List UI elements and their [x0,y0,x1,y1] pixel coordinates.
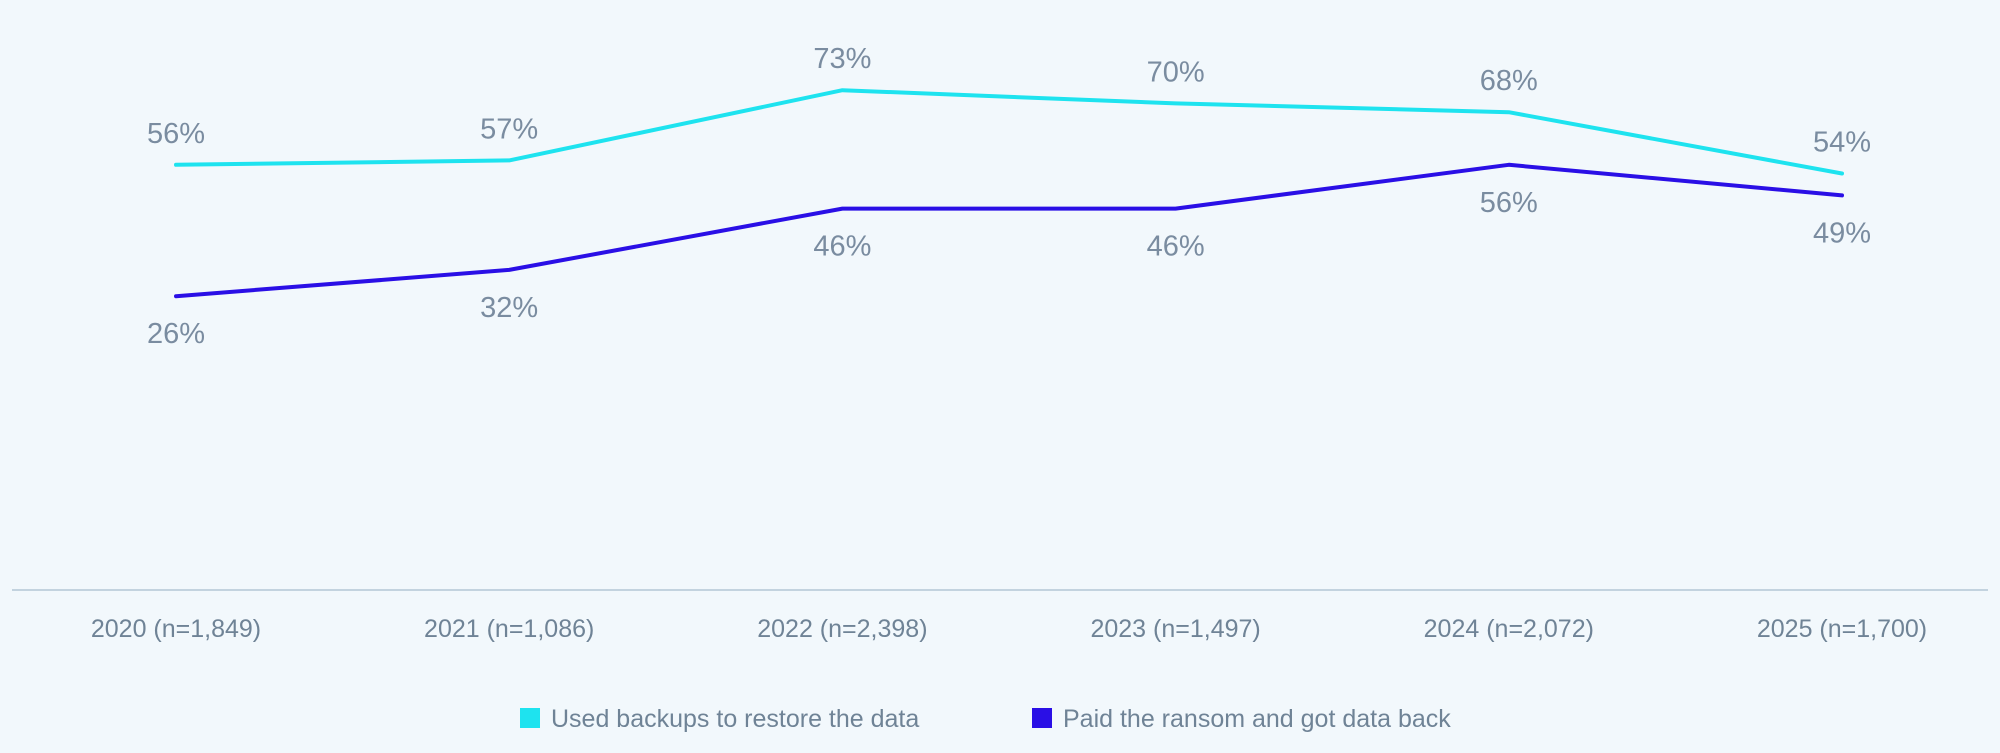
data-label-s2-1: 26% [147,318,205,350]
x-tick-label-5: 2024 (n=2,072) [1424,615,1594,643]
data-label-s2-2: 32% [480,292,538,324]
data-label-s2-3: 46% [813,231,871,263]
x-tick-label-6: 2025 (n=1,700) [1757,615,1927,643]
x-tick-label-1: 2020 (n=1,849) [91,615,261,643]
legend-swatch-2 [1032,708,1052,728]
data-label-s1-5: 68% [1480,65,1538,97]
series-layer [174,88,1844,299]
data-label-s1-1: 56% [147,118,205,150]
series-line-2 [174,162,1844,299]
x-tick-label-4: 2023 (n=1,497) [1090,615,1260,643]
data-label-s1-6: 54% [1813,127,1871,159]
data-label-layer: 56% 57% 73% 70% 68% 54% 26% 32% 46% 46% 56% 49% [147,43,1871,350]
x-tick-label-2: 2021 (n=1,086) [424,615,594,643]
legend-label-1: Used backups to restore the data [551,705,919,733]
legend-swatch-1 [520,708,540,728]
data-label-s2-4: 46% [1147,231,1205,263]
legend-label-2: Paid the ransom and got data back [1063,705,1451,733]
x-tick-label-3: 2022 (n=2,398) [757,615,927,643]
legend: Used backups to restore the data Paid the… [520,705,1451,733]
series-line-1 [174,88,1844,176]
data-label-s1-4: 70% [1147,56,1205,88]
data-label-s2-5: 56% [1480,187,1538,219]
data-label-s1-2: 57% [480,113,538,145]
data-label-s1-3: 73% [813,43,871,75]
data-label-s2-6: 49% [1813,217,1871,249]
x-tick-label-layer: 2020 (n=1,849) 2021 (n=1,086) 2022 (n=2,39… [91,615,1927,643]
